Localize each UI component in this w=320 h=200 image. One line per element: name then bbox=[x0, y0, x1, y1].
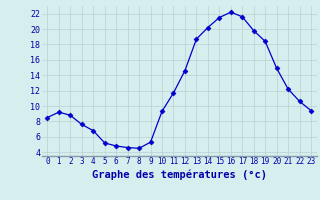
X-axis label: Graphe des températures (°c): Graphe des températures (°c) bbox=[92, 169, 267, 180]
